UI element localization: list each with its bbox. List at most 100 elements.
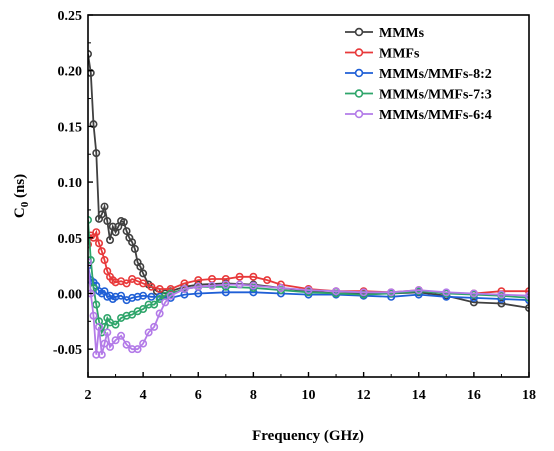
- data-point: [106, 235, 115, 244]
- data-point: [97, 247, 106, 256]
- y-tick-label: 0.05: [58, 232, 83, 247]
- data-point: [180, 279, 189, 288]
- data-point: [139, 269, 148, 278]
- data-point: [128, 310, 137, 319]
- legend-label: MMMs/MMFs-7:3: [379, 88, 492, 103]
- data-point: [100, 202, 109, 211]
- data-point: [111, 320, 120, 329]
- data-point: [332, 287, 341, 296]
- data-point: [166, 291, 175, 300]
- data-point: [144, 328, 153, 337]
- y-tick-label: -0.05: [53, 343, 82, 358]
- data-point: [97, 210, 106, 219]
- data-point: [414, 286, 423, 295]
- data-point: [235, 280, 244, 289]
- data-point: [89, 120, 98, 129]
- data-point: [95, 322, 104, 331]
- data-point: [442, 288, 451, 297]
- y-axis-label: C0 (ns): [12, 174, 31, 218]
- data-point: [144, 300, 153, 309]
- legend: MMMs MMFs MMMs/MMFs-8:2 MMMs/MMFs-7:3 MMMs/M…: [345, 26, 492, 123]
- x-tick-label: 6: [195, 388, 202, 403]
- data-point: [221, 280, 230, 289]
- data-point: [139, 291, 148, 300]
- data-point: [119, 218, 128, 227]
- data-point: [235, 272, 244, 281]
- legend-label: MMMs/MMFs-8:2: [379, 67, 492, 82]
- data-point: [276, 283, 285, 292]
- data-point: [469, 298, 478, 307]
- data-point: [155, 309, 164, 318]
- data-point: [95, 317, 104, 326]
- y-tick-label: 0.25: [58, 9, 83, 24]
- x-tick-label: 18: [522, 388, 536, 403]
- series-line: [88, 262, 529, 355]
- data-point: [103, 328, 112, 337]
- x-tick-label: 8: [250, 388, 257, 403]
- legend-label: MMMs/MMFs-6:4: [379, 108, 492, 123]
- data-point: [128, 238, 137, 247]
- legend-swatch-marker: [354, 68, 364, 78]
- data-point: [139, 339, 148, 348]
- data-point: [122, 279, 131, 288]
- data-point: [122, 340, 131, 349]
- data-point: [100, 339, 109, 348]
- data-point: [194, 282, 203, 291]
- data-point: [497, 290, 506, 299]
- data-point: [249, 272, 258, 281]
- x-tick-label: 10: [302, 388, 316, 403]
- data-point: [147, 282, 156, 291]
- data-point: [221, 274, 230, 283]
- y-tick-label: 0.10: [58, 176, 83, 191]
- data-point: [304, 286, 313, 295]
- data-point: [359, 288, 368, 297]
- data-point: [106, 342, 115, 351]
- data-point: [117, 331, 126, 340]
- legend-label: MMFs: [379, 47, 420, 62]
- data-point: [221, 288, 230, 297]
- legend-swatch-marker: [354, 27, 364, 37]
- data-point: [150, 300, 159, 309]
- data-point: [147, 292, 156, 301]
- data-point: [103, 217, 112, 226]
- legend-item: MMMs/MMFs-7:3: [345, 88, 492, 103]
- data-point: [89, 311, 98, 320]
- data-point: [139, 305, 148, 314]
- legend-item: MMMs/MMFs-8:2: [345, 67, 492, 82]
- data-point: [92, 149, 101, 158]
- x-tick-label: 2: [85, 388, 92, 403]
- legend-swatch-marker: [354, 48, 364, 57]
- data-point: [161, 298, 170, 307]
- series-4: [88, 258, 529, 359]
- data-point: [97, 350, 106, 359]
- data-point: [92, 228, 101, 237]
- data-point: [180, 285, 189, 294]
- data-point: [128, 345, 137, 354]
- x-tick-label: 16: [467, 388, 481, 403]
- legend-swatch-marker: [354, 89, 364, 98]
- data-point: [208, 281, 217, 290]
- data-point: [180, 290, 189, 299]
- data-point: [122, 227, 131, 236]
- data-point: [88, 68, 95, 77]
- y-tick-label: 0.15: [58, 120, 83, 135]
- series-line: [88, 219, 529, 335]
- data-point: [139, 279, 148, 288]
- data-point: [117, 291, 126, 300]
- data-point: [111, 336, 120, 345]
- y-axis: -0.05 0.00 0.05 0.10 0.15 0.20 0.25: [53, 9, 93, 378]
- data-point: [100, 256, 109, 265]
- data-point: [150, 322, 159, 331]
- series-line: [88, 229, 529, 295]
- data-point: [133, 345, 142, 354]
- data-point: [155, 285, 164, 294]
- data-point: [130, 244, 139, 253]
- series-layer: [88, 49, 529, 359]
- legend-label: MMMs: [379, 26, 425, 41]
- legend-item: MMMs: [345, 26, 425, 41]
- data-point: [95, 239, 104, 248]
- x-tick-label: 4: [140, 388, 147, 403]
- data-point: [387, 288, 396, 297]
- data-point: [249, 281, 258, 290]
